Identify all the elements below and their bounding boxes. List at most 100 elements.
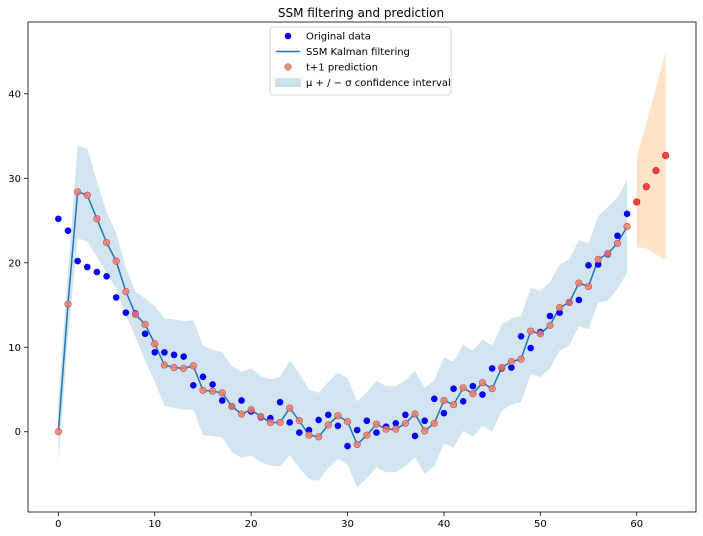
prediction-point <box>189 362 197 370</box>
prediction-point <box>363 431 371 439</box>
prediction-point <box>266 418 275 427</box>
prediction-point <box>536 330 544 338</box>
original-data-point <box>93 268 101 276</box>
x-tick-label: 30 <box>341 519 354 530</box>
prediction-point <box>74 188 82 196</box>
original-data-point <box>373 429 380 436</box>
original-data-point <box>363 417 371 425</box>
prediction-point <box>141 320 149 329</box>
prediction-point <box>459 384 467 392</box>
prediction-point <box>295 417 303 425</box>
original-data-point <box>459 398 467 405</box>
original-data-point <box>55 215 62 223</box>
prediction-point <box>401 419 409 427</box>
legend-label: t+1 prediction <box>306 63 378 74</box>
prediction-point <box>430 419 438 427</box>
future-prediction-point <box>633 198 641 206</box>
future-prediction-point <box>642 183 650 191</box>
prediction-point <box>382 425 390 433</box>
legend-marker <box>275 78 301 87</box>
original-data-point <box>141 330 149 338</box>
original-data-point <box>218 397 226 404</box>
original-data-point <box>594 261 602 268</box>
prediction-point <box>315 433 323 441</box>
original-data-point <box>112 294 120 301</box>
original-data-point <box>479 391 486 398</box>
prediction-point <box>449 401 458 409</box>
original-data-point <box>103 272 110 280</box>
y-tick-label: 30 <box>8 174 21 185</box>
prediction-point <box>411 410 419 418</box>
prediction-point <box>286 404 294 412</box>
prediction-point <box>575 279 583 287</box>
prediction-point <box>257 412 265 421</box>
original-data-point <box>411 432 419 440</box>
axes: 0 10 20 30 40 50 60 0 10 20 30 40 <box>8 89 643 530</box>
plot-area-frame <box>27 21 697 513</box>
original-data-point <box>392 419 400 427</box>
prediction-point <box>498 363 506 372</box>
prediction-point <box>517 355 525 363</box>
prediction-point <box>334 412 342 420</box>
prediction-point <box>93 215 101 223</box>
legend-label: Original data <box>306 32 371 43</box>
prediction-point <box>208 387 217 395</box>
prediction-point <box>122 287 130 296</box>
original-data-point <box>402 411 409 419</box>
original-data-point <box>508 364 515 371</box>
prediction-point <box>170 363 178 372</box>
y-tick-label: 10 <box>8 343 21 354</box>
original-data-point <box>517 332 525 340</box>
prediction-point <box>488 385 496 393</box>
chart-title: SSM filtering and prediction <box>278 6 444 20</box>
prediction-point <box>160 361 168 369</box>
original-data-point <box>180 353 187 360</box>
prediction-point <box>343 418 352 426</box>
original-data-point <box>305 426 313 434</box>
prediction-point <box>372 420 381 428</box>
prediction-point <box>604 249 612 258</box>
prediction-point <box>131 310 140 318</box>
prediction-point <box>151 340 159 348</box>
legend: Original data SSM Kalman filtering t+1 pre… <box>269 26 452 96</box>
original-data-point <box>421 417 428 425</box>
prediction-point <box>199 386 207 394</box>
original-data-point <box>315 416 322 424</box>
original-data-point <box>527 344 534 352</box>
original-data-point <box>161 349 168 356</box>
prediction-point <box>421 427 429 435</box>
original-data-point <box>556 309 563 316</box>
future-prediction-point <box>652 167 660 175</box>
prediction-point <box>546 321 554 329</box>
prediction-point <box>112 257 120 265</box>
original-data-point <box>334 422 342 430</box>
original-data-point <box>209 381 216 388</box>
legend-marker <box>284 63 292 71</box>
prediction-point <box>247 406 255 414</box>
prediction-point <box>440 396 448 405</box>
original-data-point <box>170 351 178 359</box>
x-tick-label: 20 <box>245 519 258 530</box>
x-tick-label: 60 <box>630 519 643 530</box>
y-tick-label: 20 <box>8 258 21 269</box>
confidence-interval-band <box>58 145 628 488</box>
prediction-point <box>237 410 246 418</box>
original-data-point <box>585 262 592 269</box>
original-data-point <box>64 227 72 234</box>
original-data-point <box>151 349 159 356</box>
original-data-point <box>469 382 477 390</box>
prediction-point <box>305 431 313 439</box>
prediction-point <box>613 239 622 247</box>
prediction-point <box>469 390 477 398</box>
prediction-point <box>353 440 361 449</box>
prediction-point <box>565 298 573 307</box>
legend-label: SSM Kalman filtering <box>306 47 410 58</box>
y-tick-label: 40 <box>8 89 21 100</box>
legend-label: μ + / − σ confidence interval <box>306 78 451 89</box>
original-data-point <box>450 385 457 392</box>
prediction-point <box>527 327 535 335</box>
original-data-point <box>296 429 303 436</box>
original-data-point <box>74 257 81 265</box>
legend-box <box>269 26 452 96</box>
prediction-point <box>392 425 400 433</box>
